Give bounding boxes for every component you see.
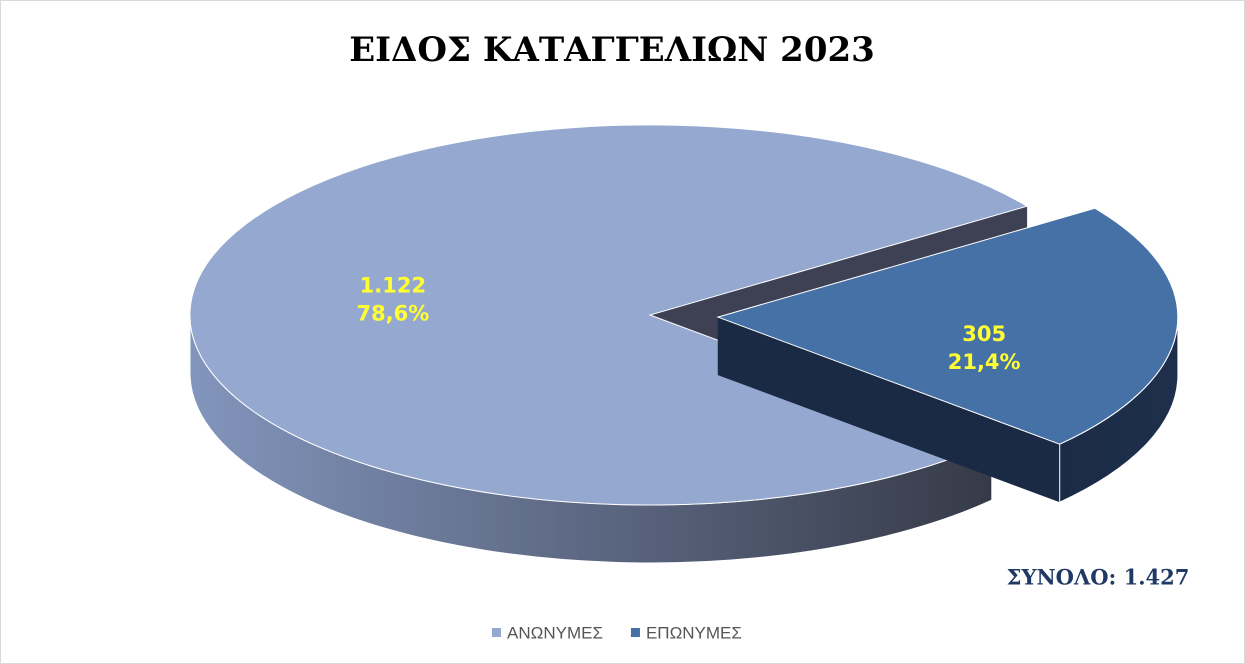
value-label: 305 [962,322,1006,346]
slice-cut-face [717,317,1060,503]
value-label: 1.122 [360,273,426,297]
percentage-label: 78,6% [356,301,429,325]
percentage-label: 21,4% [948,350,1021,374]
legend-swatch [630,628,640,637]
legend-label: ΕΠΩΝΥΜΕΣ [646,623,742,642]
chart-title: ΕΙΔΟΣ ΚΑΤΑΓΓΕΛΙΩΝ 2023 [349,30,875,70]
pie-slice [716,207,1179,445]
annotation: ΣΥΝΟΛΟ: 1.427 [1007,565,1190,590]
legend-label: ΑΝΩΝΥΜΕΣ [507,623,603,642]
legend-swatch [492,628,501,637]
